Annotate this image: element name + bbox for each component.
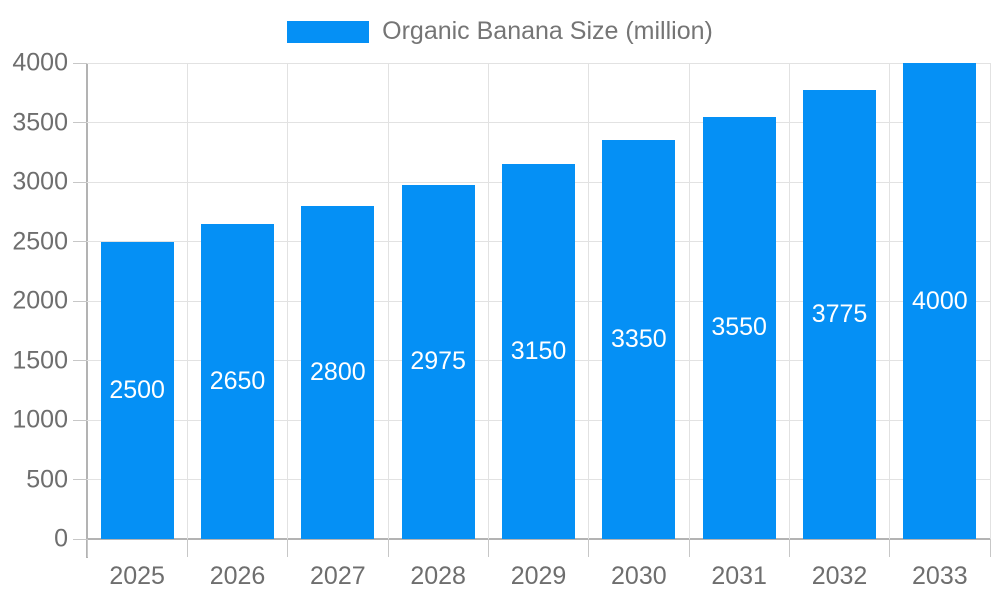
- y-axis-line: [86, 63, 88, 558]
- y-axis-tick: [73, 181, 87, 183]
- h-gridline: [87, 62, 990, 64]
- y-axis-tick-label: 2500: [12, 227, 68, 255]
- y-axis-tick-label: 3500: [12, 108, 68, 136]
- bar: 3150: [502, 164, 575, 539]
- x-axis-label: 2032: [811, 562, 868, 590]
- x-axis-tick: [186, 539, 188, 557]
- y-axis-tick-label: 0: [54, 524, 68, 553]
- y-axis-tick: [73, 62, 87, 64]
- y-axis-tick-label: 1000: [12, 405, 68, 434]
- bar: 2650: [201, 223, 274, 539]
- y-axis-tick: [73, 479, 87, 480]
- v-gridline: [688, 63, 690, 539]
- x-axis-tick: [487, 539, 489, 557]
- v-gridline: [287, 63, 289, 539]
- bar-value-label: 4000: [912, 286, 968, 315]
- bar: 2975: [401, 184, 475, 539]
- x-axis-label: 2030: [611, 562, 667, 590]
- bar-value-label: 3550: [711, 313, 767, 342]
- x-axis-label: 2026: [209, 562, 266, 590]
- x-axis-tick: [588, 539, 590, 557]
- x-axis-tick: [788, 539, 790, 557]
- bar: 2500: [100, 241, 174, 539]
- bar: 4000: [903, 63, 977, 539]
- y-axis-tick: [73, 241, 87, 242]
- v-gridline: [989, 63, 991, 539]
- v-gridline: [487, 63, 489, 539]
- bar: 3775: [803, 89, 876, 539]
- y-axis-tick-label: 4000: [12, 48, 68, 77]
- v-gridline: [588, 63, 590, 539]
- x-axis-label: 2028: [410, 562, 466, 590]
- x-axis-label: 2025: [109, 562, 165, 590]
- x-axis-tick: [989, 539, 991, 557]
- x-axis-tick: [688, 539, 690, 557]
- x-axis-label: 2027: [310, 562, 366, 590]
- v-gridline: [387, 63, 389, 539]
- x-axis-label: 2033: [912, 562, 968, 590]
- x-axis-tick: [889, 539, 891, 557]
- bar-value-label: 3350: [611, 325, 667, 354]
- h-gridline: [87, 122, 990, 123]
- x-axis-label: 2029: [510, 562, 567, 590]
- y-axis-tick: [73, 122, 87, 123]
- legend-item[interactable]: Organic Banana Size (million): [287, 17, 713, 46]
- x-axis-tick: [86, 539, 88, 557]
- v-gridline: [788, 63, 790, 539]
- bar-value-label: 2975: [410, 347, 466, 376]
- bar-value-label: 2650: [209, 366, 266, 395]
- x-axis-line: [87, 538, 990, 540]
- x-axis-tick: [387, 539, 389, 557]
- v-gridline: [889, 63, 891, 539]
- y-axis-tick-label: 2000: [12, 286, 68, 315]
- bar: 2800: [301, 205, 375, 539]
- bar-value-label: 3150: [510, 337, 567, 366]
- plot-area: 0 500 1000 1500 2000 2500 3000 3500 4000 2500 2025…: [12, 50, 991, 590]
- y-axis-tick: [73, 300, 87, 302]
- y-axis-tick: [73, 538, 87, 540]
- chart-legend: Organic Banana Size (million): [0, 17, 1000, 46]
- bar-value-label: 2500: [109, 375, 165, 404]
- v-gridline: [186, 63, 188, 539]
- y-axis-tick: [73, 419, 87, 421]
- x-axis-tick: [287, 539, 289, 557]
- y-axis-tick-label: 1500: [12, 346, 68, 374]
- y-axis-tick-label: 500: [26, 465, 68, 493]
- bar-value-label: 2800: [310, 357, 366, 386]
- bar-value-label: 3775: [811, 299, 868, 328]
- y-axis-tick: [73, 360, 87, 361]
- bar: 3550: [702, 116, 776, 539]
- legend-swatch: [287, 20, 370, 43]
- bar: 3350: [602, 140, 676, 539]
- x-axis-label: 2031: [711, 562, 767, 590]
- y-axis-tick-label: 3000: [12, 167, 68, 196]
- legend-label: Organic Banana Size (million): [382, 17, 713, 45]
